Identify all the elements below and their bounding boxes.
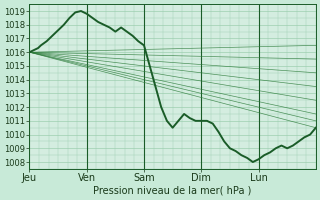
X-axis label: Pression niveau de la mer( hPa ): Pression niveau de la mer( hPa ) xyxy=(93,186,252,196)
